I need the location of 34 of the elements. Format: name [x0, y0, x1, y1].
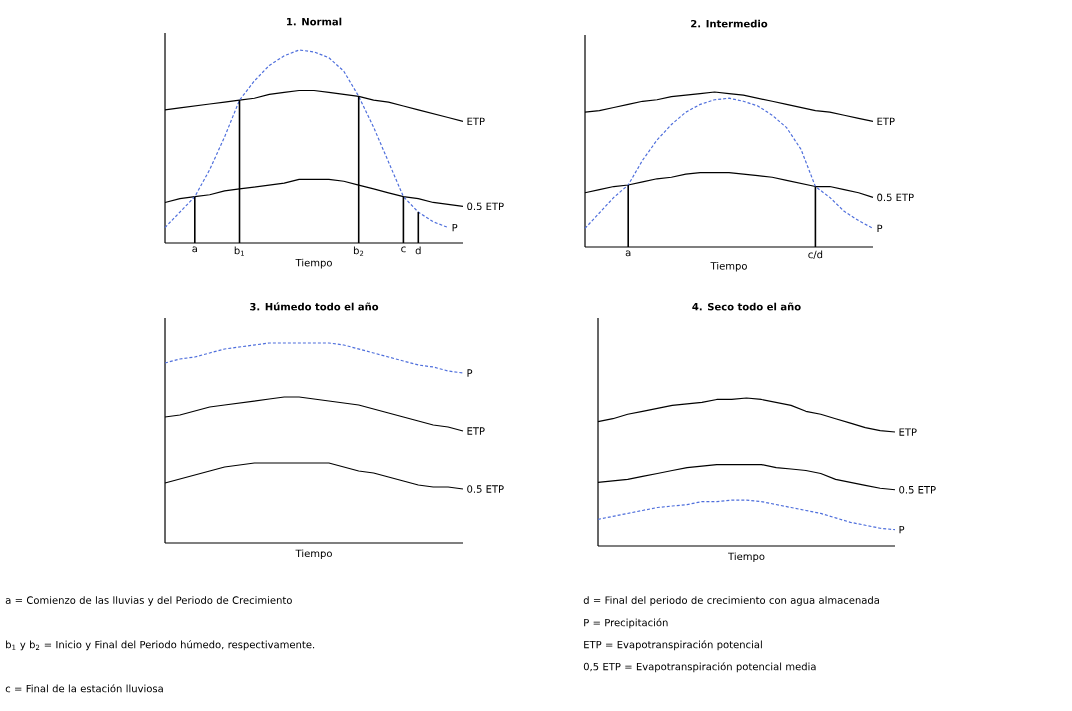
chart-title: 1. Normal — [287, 17, 342, 26]
series-label: ETP — [467, 117, 485, 126]
series-label: 0.5 ETP — [877, 193, 914, 202]
x-tick-label: b$_{1}$ — [234, 246, 245, 256]
x-axis-title: Tiempo — [710, 261, 747, 272]
series-label: 0.5 ETP — [467, 485, 504, 493]
x-axis-title: Tiempo — [295, 549, 332, 560]
text: P = Precipitación — [584, 618, 668, 629]
chart-title: 4. Seco todo el año — [692, 302, 801, 311]
series-label: 0.5 ETP — [899, 485, 936, 494]
series-label: P — [877, 224, 883, 233]
x-tick-label: c — [401, 246, 406, 253]
text: c = Final de la estación lluviosa — [5, 684, 163, 693]
series-label: ETP — [899, 428, 917, 436]
series-label: P — [467, 369, 473, 377]
series-label: ETP — [467, 427, 485, 435]
text: a = Comienzo de las lluvias y del Periodo de Crecimiento — [5, 596, 292, 606]
series-label: P — [452, 223, 458, 232]
text: b$_{1}$ y b$_{2}$ = Inicio y Final del Periodo húmedo, respectivamente. — [6, 640, 315, 651]
x-tick-label: d — [415, 246, 421, 255]
series-label: P — [899, 526, 905, 534]
text: ETP = Evapotranspiración potencial — [584, 640, 762, 651]
x-tick-label: b$_{2}$ — [353, 246, 364, 256]
x-axis-title: Tiempo — [295, 258, 332, 269]
series-label: 0.5 ETP — [467, 202, 504, 211]
text: d = Final del periodo de crecimiento con agua almacenada — [583, 596, 879, 606]
series-label: ETP — [877, 117, 895, 126]
x-tick-label: a — [625, 250, 631, 257]
x-tick-label: c/d — [808, 250, 823, 260]
x-axis-title: Tiempo — [728, 552, 765, 563]
chart-title: 3. Húmedo todo el año — [250, 302, 379, 311]
x-tick-label: a — [192, 246, 197, 253]
chart-title: 2. Intermedio — [691, 19, 768, 28]
text: 0,5 ETP = Evapotranspiración potencial media — [583, 662, 816, 673]
